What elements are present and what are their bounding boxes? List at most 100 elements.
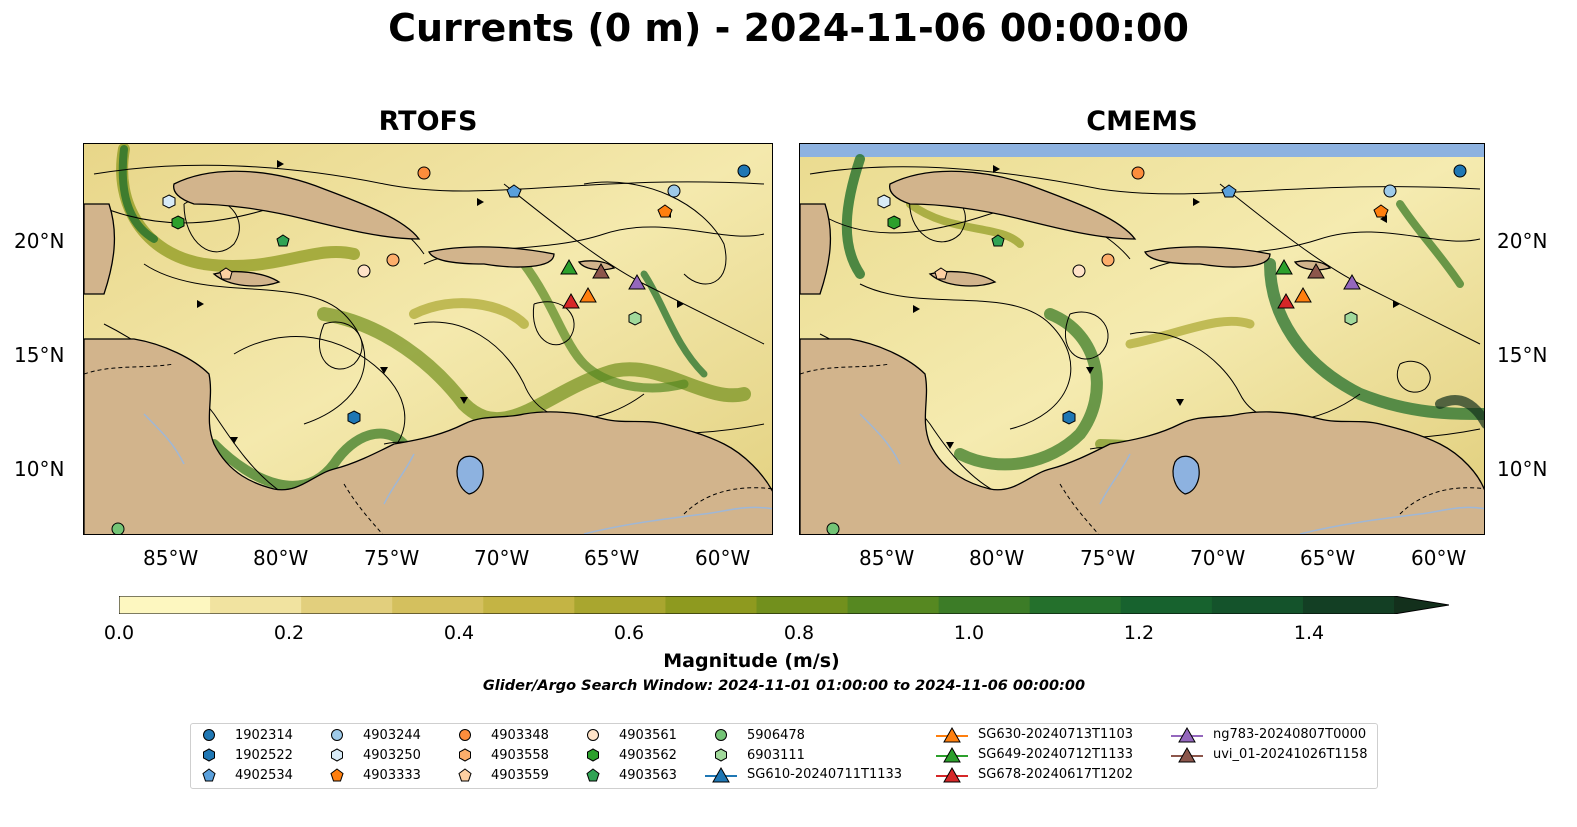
map-canvas-rtofs bbox=[84, 144, 772, 534]
map-panel-rtofs[interactable] bbox=[83, 143, 773, 535]
colorbar-cell bbox=[847, 596, 940, 614]
colorbar-cell bbox=[483, 596, 575, 614]
legend-item: 4903348 bbox=[457, 728, 549, 746]
triangle-line-marker-icon bbox=[936, 726, 968, 743]
legend-item: 4903244 bbox=[329, 728, 421, 746]
triangle-line-marker-icon bbox=[936, 746, 968, 763]
colorbar-cell bbox=[1029, 596, 1122, 614]
borders bbox=[800, 363, 1484, 534]
circle-marker-icon bbox=[331, 729, 343, 741]
triangle-line-marker-icon bbox=[1171, 726, 1203, 743]
map-panel-cmems[interactable] bbox=[799, 143, 1485, 535]
legend-item: 4903559 bbox=[457, 768, 549, 786]
observation-markers bbox=[826, 164, 1467, 534]
colorbar-tick: 1.0 bbox=[953, 622, 985, 644]
triangle-line-marker-icon bbox=[1171, 746, 1203, 763]
panel-title-cmems: CMEMS bbox=[1086, 106, 1198, 137]
lon-tick: 70°W bbox=[474, 546, 530, 570]
figure-title: Currents (0 m) - 2024-11-06 00:00:00 bbox=[388, 6, 1189, 50]
colorbar-tick: 0.8 bbox=[783, 622, 815, 644]
panel-title-rtofs: RTOFS bbox=[378, 106, 478, 137]
legend-item: SG630-20240713T1103 bbox=[936, 726, 1133, 747]
legend-item: SG678-20240617T1202 bbox=[936, 766, 1133, 787]
search-window-caption: Glider/Argo Search Window: 2024-11-01 01… bbox=[482, 678, 1086, 694]
legend-item: SG610-20240711T1133 bbox=[705, 766, 902, 787]
legend-item: 4903333 bbox=[329, 768, 421, 786]
no-data-band bbox=[800, 144, 1484, 157]
colorbar-tick: 1.2 bbox=[1123, 622, 1155, 644]
colorbar-tick: 0.0 bbox=[103, 622, 135, 644]
legend-item: 4903250 bbox=[329, 748, 421, 766]
lon-tick: 75°W bbox=[364, 546, 420, 570]
hexagon-marker-icon bbox=[715, 748, 727, 762]
lat-tick: 10°N bbox=[1497, 457, 1548, 481]
circle-marker-icon bbox=[587, 729, 599, 741]
colorbar-cell bbox=[1302, 596, 1395, 614]
colorbar-tick: 0.2 bbox=[273, 622, 305, 644]
map-canvas-cmems bbox=[800, 144, 1484, 534]
lat-tick: 20°N bbox=[14, 229, 65, 253]
legend: 1902314 1902522 4902534 4903244 4903250 … bbox=[190, 723, 1378, 789]
land bbox=[800, 170, 1484, 534]
colorbar-cell bbox=[392, 596, 484, 614]
pentagon-marker-icon bbox=[586, 768, 600, 782]
hexagon-marker-icon bbox=[459, 748, 471, 762]
lon-tick: 60°W bbox=[1411, 546, 1467, 570]
pentagon-marker-icon bbox=[330, 768, 344, 782]
legend-item: uvi_01-20241026T1158 bbox=[1171, 746, 1367, 767]
observation-markers bbox=[111, 164, 751, 534]
colorbar-cell bbox=[301, 596, 393, 614]
lat-tick: 20°N bbox=[1497, 229, 1548, 253]
rivers bbox=[143, 413, 772, 534]
colorbar-extend-arrow bbox=[1394, 596, 1449, 614]
legend-item: 5906478 bbox=[713, 728, 805, 746]
legend-item: 4903558 bbox=[457, 748, 549, 766]
colorbar-cell bbox=[574, 596, 666, 614]
colorbar-tick: 0.6 bbox=[613, 622, 645, 644]
lake-maracaibo bbox=[1172, 455, 1200, 495]
lake-maracaibo bbox=[456, 455, 484, 495]
legend-item: 4903563 bbox=[585, 768, 677, 786]
lat-tick: 10°N bbox=[14, 457, 65, 481]
lon-tick: 85°W bbox=[859, 546, 915, 570]
hexagon-marker-icon bbox=[203, 748, 215, 762]
rivers bbox=[859, 413, 1484, 534]
colorbar-cell bbox=[665, 596, 757, 614]
lon-tick: 70°W bbox=[1190, 546, 1246, 570]
lon-tick: 80°W bbox=[969, 546, 1025, 570]
lat-tick: 15°N bbox=[1497, 343, 1548, 367]
hexagon-marker-icon bbox=[587, 748, 599, 762]
lon-tick: 85°W bbox=[143, 546, 199, 570]
lon-tick: 75°W bbox=[1080, 546, 1136, 570]
legend-item: 1902314 bbox=[201, 728, 293, 746]
circle-marker-icon bbox=[203, 729, 215, 741]
lon-tick: 65°W bbox=[1300, 546, 1356, 570]
lon-tick: 80°W bbox=[253, 546, 309, 570]
triangle-line-marker-icon bbox=[936, 766, 968, 783]
colorbar-cell bbox=[1211, 596, 1304, 614]
colorbar-cell bbox=[1120, 596, 1213, 614]
hexagon-marker-icon bbox=[331, 748, 343, 762]
legend-item: SG649-20240712T1133 bbox=[936, 746, 1133, 767]
pentagon-marker-icon bbox=[458, 768, 472, 782]
legend-item: 6903111 bbox=[713, 748, 805, 766]
land bbox=[84, 170, 772, 534]
colorbar-label: Magnitude (m/s) bbox=[663, 650, 840, 672]
legend-item: 4903561 bbox=[585, 728, 677, 746]
colorbar-tick: 0.4 bbox=[443, 622, 475, 644]
pentagon-marker-icon bbox=[202, 768, 216, 782]
colorbar bbox=[119, 596, 1449, 614]
lon-tick: 65°W bbox=[584, 546, 640, 570]
colorbar-cell bbox=[756, 596, 849, 614]
triangle-line-marker-icon bbox=[705, 766, 737, 783]
lat-tick: 15°N bbox=[14, 343, 65, 367]
colorbar-cell bbox=[119, 596, 211, 614]
colorbar-cell bbox=[210, 596, 302, 614]
legend-item: 4902534 bbox=[201, 768, 293, 786]
legend-item: ng783-20240807T0000 bbox=[1171, 726, 1366, 747]
lon-tick: 60°W bbox=[695, 546, 751, 570]
colorbar-cell bbox=[938, 596, 1031, 614]
circle-marker-icon bbox=[459, 729, 471, 741]
legend-item: 1902522 bbox=[201, 748, 293, 766]
borders bbox=[84, 363, 772, 534]
